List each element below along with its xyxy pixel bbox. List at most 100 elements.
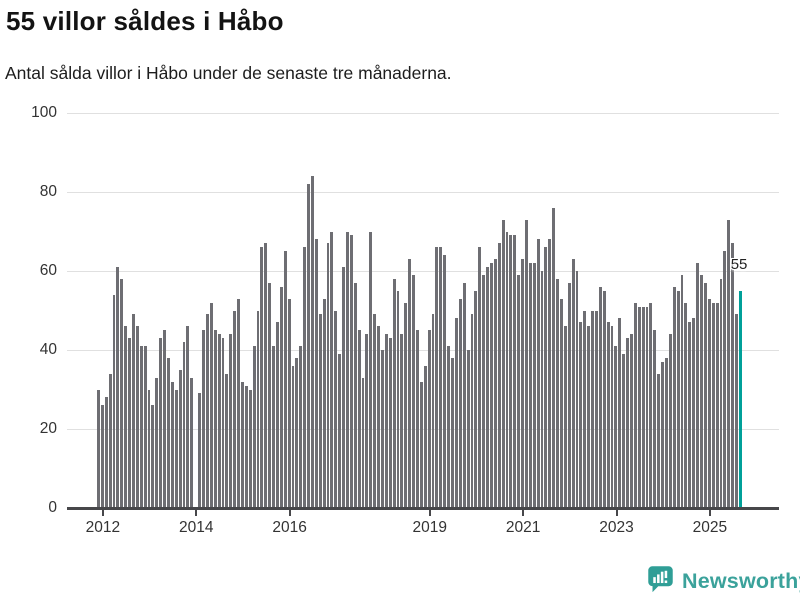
bar bbox=[342, 267, 345, 508]
bar bbox=[610, 326, 614, 508]
bar bbox=[583, 310, 587, 508]
bar-slot bbox=[120, 113, 124, 508]
bar-slot bbox=[559, 113, 564, 508]
bar bbox=[264, 243, 268, 508]
bar-slot bbox=[536, 113, 541, 508]
bar bbox=[536, 239, 540, 508]
bar bbox=[139, 346, 143, 508]
x-tick-label: 2025 bbox=[692, 519, 728, 536]
bar-slot bbox=[338, 113, 342, 508]
bar bbox=[454, 318, 458, 508]
bar bbox=[602, 290, 606, 508]
bar-slot bbox=[700, 113, 704, 508]
bar-slot bbox=[470, 113, 475, 508]
bar-slot bbox=[357, 113, 362, 508]
y-tick-label: 60 bbox=[39, 262, 57, 279]
bar-slot bbox=[252, 113, 257, 508]
bar bbox=[532, 263, 536, 508]
bar bbox=[307, 184, 310, 508]
bar-slot bbox=[684, 113, 688, 508]
bar-slot bbox=[501, 113, 506, 508]
bar-slot bbox=[373, 113, 377, 508]
bar bbox=[120, 278, 124, 508]
bar-slot bbox=[707, 113, 712, 508]
bar bbox=[622, 353, 626, 508]
bar bbox=[684, 302, 688, 508]
x-tick bbox=[522, 510, 525, 516]
bar-slot bbox=[287, 113, 292, 508]
bar bbox=[132, 314, 135, 508]
bar-slot bbox=[283, 113, 288, 508]
bar-slot bbox=[723, 113, 727, 508]
bar-slot bbox=[458, 113, 463, 508]
bar bbox=[163, 330, 167, 508]
bar-slot bbox=[598, 113, 603, 508]
bar-slot bbox=[513, 113, 517, 508]
bar-slot bbox=[116, 113, 120, 508]
bar-slot bbox=[361, 113, 366, 508]
bar bbox=[474, 290, 478, 508]
bar-slot bbox=[423, 113, 428, 508]
bar-slot bbox=[291, 113, 296, 508]
bar bbox=[353, 282, 357, 508]
bar bbox=[443, 255, 447, 508]
bar bbox=[357, 330, 361, 508]
bar-slot bbox=[299, 113, 303, 508]
bar bbox=[591, 310, 594, 508]
bar-slot bbox=[583, 113, 587, 508]
bar-slot bbox=[240, 113, 245, 508]
bar bbox=[633, 302, 637, 508]
bar bbox=[240, 381, 244, 508]
bar-slot bbox=[618, 113, 622, 508]
bar-slot bbox=[229, 113, 233, 508]
bar bbox=[416, 330, 419, 508]
bar bbox=[552, 207, 556, 508]
bar-slot bbox=[303, 113, 307, 508]
bar-slot bbox=[622, 113, 626, 508]
bar bbox=[237, 298, 240, 508]
newsworthy-logo[interactable]: Newsworthy bbox=[646, 564, 800, 598]
bar bbox=[447, 346, 451, 508]
bar-slot bbox=[155, 113, 159, 508]
bar bbox=[384, 334, 388, 508]
bar-slot bbox=[392, 113, 397, 508]
bar-slot bbox=[703, 113, 708, 508]
bar bbox=[606, 322, 610, 508]
bar bbox=[489, 263, 493, 508]
y-tick-label: 40 bbox=[39, 341, 57, 358]
bar bbox=[711, 302, 715, 508]
bar bbox=[505, 231, 509, 508]
bar-slot bbox=[377, 113, 381, 508]
bar bbox=[482, 274, 486, 508]
bar bbox=[388, 338, 392, 508]
bar bbox=[493, 259, 497, 508]
bar-slot bbox=[268, 113, 272, 508]
bar-slot bbox=[443, 113, 447, 508]
bar bbox=[174, 389, 178, 508]
bar-slot bbox=[143, 113, 148, 508]
bar-slot bbox=[517, 113, 521, 508]
bar bbox=[653, 330, 657, 508]
bar-slot bbox=[100, 113, 105, 508]
bar bbox=[373, 314, 377, 508]
bar-slot bbox=[349, 113, 354, 508]
bar-slot bbox=[696, 113, 700, 508]
bar bbox=[396, 290, 400, 508]
bar bbox=[645, 306, 649, 508]
bar bbox=[649, 302, 653, 508]
bar bbox=[349, 235, 353, 508]
bar bbox=[517, 274, 521, 508]
bar bbox=[112, 294, 116, 508]
bar-slot bbox=[322, 113, 327, 508]
bar bbox=[548, 239, 552, 508]
bar-slot bbox=[727, 113, 731, 508]
bar bbox=[217, 334, 221, 508]
bar-slot bbox=[719, 113, 724, 508]
bar-slot bbox=[486, 113, 490, 508]
bar bbox=[731, 243, 735, 508]
bar-slot bbox=[170, 113, 175, 508]
bar-slot bbox=[221, 113, 226, 508]
bar-series bbox=[97, 113, 743, 508]
bar-slot bbox=[497, 113, 502, 508]
bar-slot bbox=[213, 113, 218, 508]
